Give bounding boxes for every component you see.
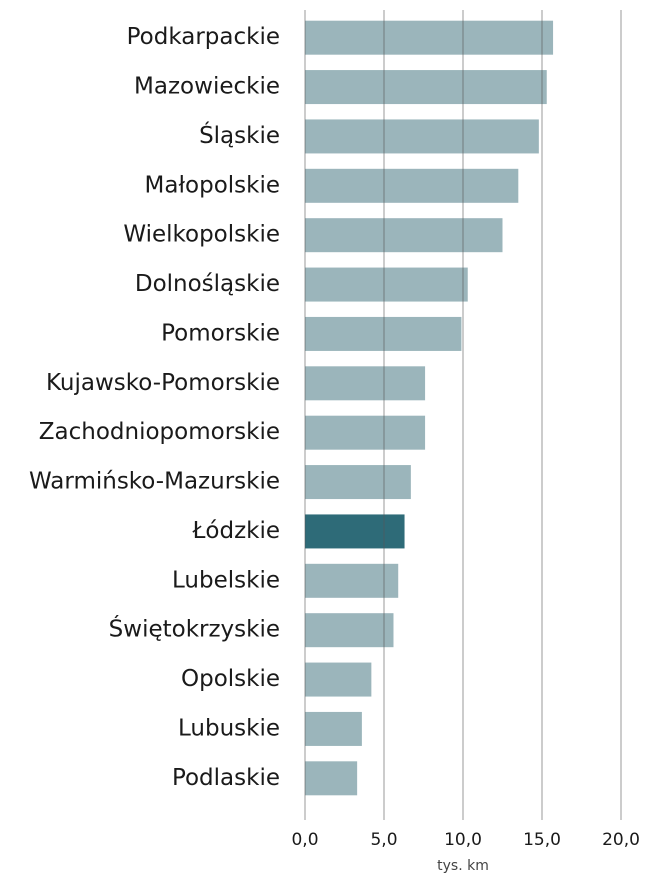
x-tick-label: 0,0 <box>291 830 318 850</box>
bar <box>305 218 503 253</box>
bar <box>305 563 399 598</box>
bar <box>305 711 362 746</box>
y-tick-label: Lubelskie <box>172 567 280 593</box>
x-tick-label: 10,0 <box>444 830 482 850</box>
bar <box>305 119 539 154</box>
x-tick-label: 20,0 <box>602 830 640 850</box>
bar <box>305 168 519 203</box>
bar <box>305 316 462 351</box>
y-tick-label: Kujawsko-Pomorskie <box>46 370 280 396</box>
bar <box>305 267 468 302</box>
x-tick-label: 5,0 <box>370 830 397 850</box>
y-tick-label: Zachodniopomorskie <box>39 419 280 445</box>
x-tick-label: 15,0 <box>523 830 561 850</box>
y-tick-label: Wielkopolskie <box>123 222 280 248</box>
y-tick-label: Mazowieckie <box>134 74 280 100</box>
bar <box>305 20 554 55</box>
y-tick-label: Świętokrzyskie <box>109 615 280 643</box>
bar <box>305 514 405 549</box>
bar <box>305 613 394 648</box>
y-tick-label: Lubuskie <box>178 715 280 741</box>
bar <box>305 465 411 500</box>
y-tick-label: Warmińsko-Mazurskie <box>29 469 280 495</box>
bar <box>305 70 547 105</box>
bar <box>305 415 426 450</box>
y-tick-label: Dolnośląskie <box>135 271 280 297</box>
y-tick-label: Łódzkie <box>191 518 280 544</box>
y-tick-label: Śląskie <box>199 121 280 149</box>
x-axis-label: tys. km <box>437 858 489 874</box>
y-tick-label: Podlaskie <box>172 765 280 791</box>
y-tick-label: Opolskie <box>181 666 280 692</box>
y-tick-label: Małopolskie <box>145 172 280 198</box>
bar <box>305 366 426 401</box>
bar <box>305 761 358 796</box>
y-tick-label: Podkarpackie <box>127 24 280 50</box>
bar <box>305 662 372 697</box>
y-tick-label: Pomorskie <box>161 320 280 346</box>
